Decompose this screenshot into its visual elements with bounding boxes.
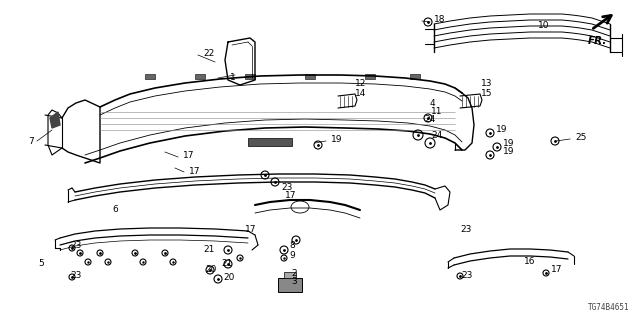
- Text: 17: 17: [285, 191, 296, 201]
- Text: 17: 17: [551, 266, 563, 275]
- Text: 19: 19: [496, 124, 508, 133]
- Text: 7: 7: [28, 137, 34, 146]
- Bar: [145, 74, 155, 79]
- Bar: [305, 74, 315, 79]
- Text: 6: 6: [112, 204, 118, 213]
- Text: 11: 11: [431, 108, 442, 116]
- Text: 3: 3: [291, 277, 297, 286]
- Text: 21: 21: [203, 244, 214, 253]
- Bar: [245, 74, 255, 79]
- Bar: [248, 138, 292, 146]
- Text: 20: 20: [223, 274, 234, 283]
- Text: 23: 23: [70, 270, 81, 279]
- Text: 10: 10: [538, 21, 550, 30]
- Text: 21: 21: [221, 259, 232, 268]
- Text: 20: 20: [205, 265, 216, 274]
- Text: 12: 12: [355, 78, 366, 87]
- Text: 23: 23: [461, 271, 472, 281]
- Bar: [278, 278, 302, 292]
- Bar: [195, 74, 205, 79]
- Polygon shape: [50, 112, 60, 128]
- Text: TG74B4651: TG74B4651: [588, 303, 630, 312]
- Text: 17: 17: [189, 166, 200, 175]
- Text: 17: 17: [183, 150, 195, 159]
- Text: 13: 13: [481, 78, 493, 87]
- Text: 24: 24: [424, 116, 435, 124]
- Text: 19: 19: [331, 134, 342, 143]
- Text: 19: 19: [503, 148, 515, 156]
- Text: 17: 17: [245, 225, 257, 234]
- Bar: [365, 74, 375, 79]
- Text: 16: 16: [524, 257, 536, 266]
- Text: 8: 8: [289, 242, 295, 251]
- Text: FR.: FR.: [588, 36, 607, 46]
- Text: 1: 1: [230, 74, 236, 83]
- Text: 24: 24: [431, 131, 442, 140]
- Text: 23: 23: [281, 183, 292, 193]
- Text: 25: 25: [575, 133, 586, 142]
- Text: 4: 4: [430, 99, 436, 108]
- Text: 23: 23: [460, 226, 472, 235]
- Text: 15: 15: [481, 89, 493, 98]
- Text: 2: 2: [291, 269, 296, 278]
- Text: 23: 23: [70, 242, 81, 251]
- Text: 9: 9: [289, 252, 295, 260]
- Bar: [410, 74, 420, 79]
- Text: 5: 5: [38, 260, 44, 268]
- Text: 18: 18: [434, 14, 445, 23]
- Text: 22: 22: [203, 49, 214, 58]
- Text: 14: 14: [355, 89, 366, 98]
- Text: 19: 19: [503, 139, 515, 148]
- Bar: [284, 272, 296, 278]
